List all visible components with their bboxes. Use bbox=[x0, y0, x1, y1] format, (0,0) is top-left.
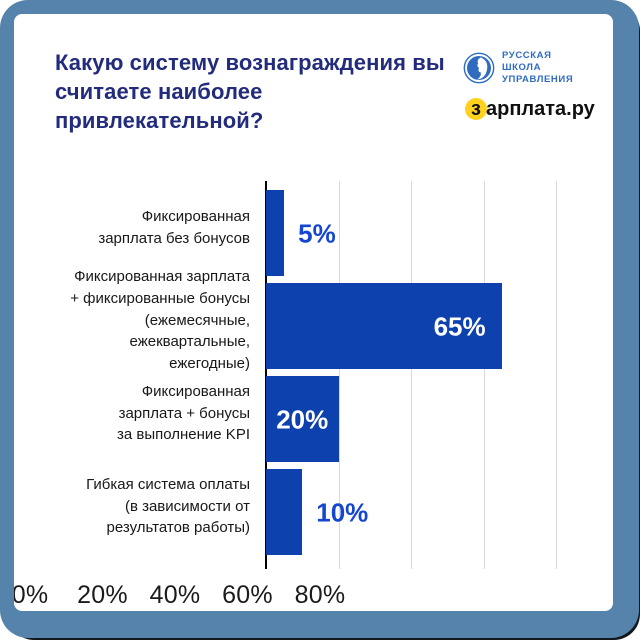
bar-row: 10% bbox=[266, 466, 556, 559]
rsu-logo: РУССКАЯ ШКОЛА УПРАВЛЕНИЯ bbox=[463, 50, 573, 86]
gridline bbox=[483, 181, 485, 570]
bar-value-label: 65% bbox=[433, 311, 486, 342]
rsu-logo-text: РУССКАЯ ШКОЛА УПРАВЛЕНИЯ bbox=[502, 50, 573, 86]
zarplata-first-letter: з bbox=[471, 97, 481, 120]
zarplata-rest: арплата.ру bbox=[486, 97, 595, 120]
y-axis-line bbox=[265, 181, 267, 570]
category-label: Фиксированная зарплата без бонусов bbox=[98, 207, 250, 247]
bar-row: 65% bbox=[266, 280, 556, 373]
category-label: Фиксированная зарплата + фиксированные б… bbox=[70, 268, 250, 373]
logos: РУССКАЯ ШКОЛА УПРАВЛЕНИЯ з арплата.ру bbox=[463, 48, 595, 121]
page-title: Какую систему вознаграждения вы считаете… bbox=[55, 50, 445, 134]
x-tick-label: 20% bbox=[77, 581, 128, 610]
category-labels: Фиксированная зарплата без бонусов Фиксир… bbox=[55, 181, 250, 569]
bar bbox=[266, 190, 285, 277]
x-tick-label: 40% bbox=[149, 581, 201, 610]
bar-value-label: 20% bbox=[276, 404, 329, 435]
rsu-line-2: ШКОЛА bbox=[502, 61, 542, 73]
header: Какую систему вознаграждения вы считаете… bbox=[14, 14, 613, 135]
gridline bbox=[338, 181, 340, 570]
bar bbox=[266, 469, 303, 556]
x-tick-label: 80% bbox=[294, 581, 346, 610]
bar-row: 5% bbox=[266, 187, 556, 280]
category-label: Гибкая система оплаты (в зависимости от … bbox=[86, 475, 250, 537]
bar-chart: Фиксированная зарплата без бонусов Фиксир… bbox=[55, 181, 613, 570]
x-axis: 0% 20% 40% 60% 80% bbox=[14, 579, 345, 611]
rsu-logo-icon bbox=[463, 52, 495, 84]
category-label: Фиксированная зарплата + бонусы за выпол… bbox=[116, 382, 250, 444]
gridline bbox=[556, 181, 557, 570]
zarplata-yellow-circle: з bbox=[465, 97, 487, 121]
rsu-line-3: УПРАВЛЕНИЯ bbox=[502, 73, 574, 85]
gridline bbox=[411, 181, 412, 570]
card: Какую систему вознаграждения вы считаете… bbox=[14, 14, 613, 611]
bar-value-label: 10% bbox=[316, 497, 369, 528]
bar bbox=[266, 283, 502, 370]
x-tick-label: 60% bbox=[222, 581, 273, 610]
bar-row: 20% bbox=[266, 373, 556, 466]
plot-area: 5% 65% 20% 10% bbox=[265, 181, 557, 570]
bar bbox=[266, 376, 339, 463]
rsu-line-1: РУССКАЯ bbox=[502, 50, 552, 61]
bar-value-label: 5% bbox=[298, 218, 336, 249]
zarplata-logo: з арплата.ру bbox=[465, 98, 595, 121]
x-tick-label: 0% bbox=[14, 581, 49, 610]
